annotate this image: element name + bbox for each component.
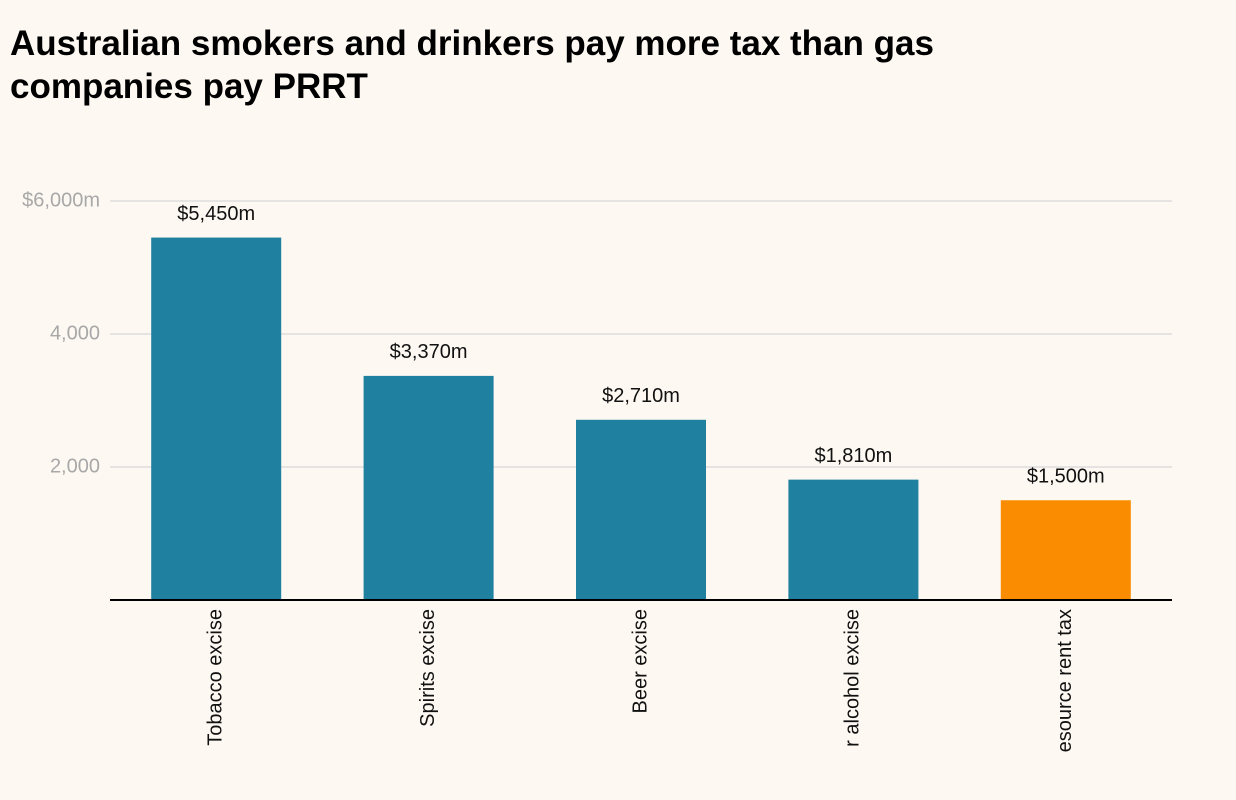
x-tick-label: Beer excise <box>629 609 651 714</box>
y-tick-label: 4,000 <box>50 322 100 344</box>
bar <box>788 479 919 600</box>
value-label: $1,810m <box>814 445 892 467</box>
x-tick-label: Spirits excise <box>417 609 439 727</box>
bar <box>1000 500 1131 600</box>
bar <box>151 237 282 600</box>
value-label: $2,710m <box>602 385 680 407</box>
chart-title: Australian smokers and drinkers pay more… <box>10 24 934 106</box>
x-tick-label: Tobacco excise <box>204 609 226 746</box>
bar <box>576 419 706 600</box>
value-label: $3,370m <box>390 341 468 363</box>
y-tick-label: $6,000m <box>22 189 100 211</box>
bar <box>363 375 494 600</box>
y-tick-label: 2,000 <box>50 455 100 477</box>
value-label: $5,450m <box>177 203 255 225</box>
x-tick-label: esource rent tax <box>1054 609 1076 752</box>
x-tick-label: r alcohol excise <box>842 609 864 747</box>
value-label: $1,500m <box>1027 466 1105 488</box>
